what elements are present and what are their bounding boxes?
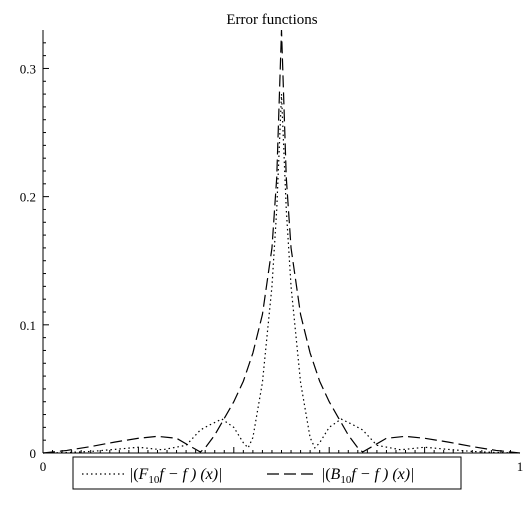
y-tick-label: 0.2 <box>20 190 36 205</box>
series-line-f10 <box>42 94 521 454</box>
plot-lines <box>42 29 521 454</box>
x-tick-label: 1 <box>517 459 524 474</box>
tick-labels: 00.20.40.60.8100.10.20.3 <box>20 61 524 474</box>
legend-label: |(F10f − f ) (x)| <box>130 466 222 486</box>
x-tick-label: 0 <box>40 459 47 474</box>
legend-label: |(B10f − f ) (x)| <box>322 466 414 486</box>
series-line-b10 <box>42 29 521 454</box>
legend-box <box>72 456 462 490</box>
chart-title: Error functions <box>226 12 317 28</box>
y-tick-label: 0 <box>30 446 37 461</box>
legend: |(F10f − f ) (x)| |(B10f − f ) (x)| <box>72 456 462 490</box>
axes <box>42 30 520 454</box>
y-tick-label: 0.3 <box>20 61 36 76</box>
y-tick-label: 0.1 <box>20 318 36 333</box>
